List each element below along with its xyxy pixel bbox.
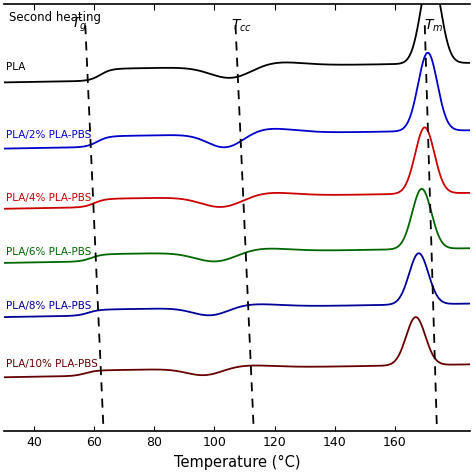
Text: $T_g$: $T_g$ — [71, 16, 87, 34]
Text: PLA/8% PLA-PBS: PLA/8% PLA-PBS — [6, 301, 91, 311]
Text: PLA/6% PLA-PBS: PLA/6% PLA-PBS — [6, 247, 91, 257]
Text: PLA: PLA — [6, 63, 25, 73]
X-axis label: Temperature (°C): Temperature (°C) — [174, 455, 300, 470]
Text: PLA/2% PLA-PBS: PLA/2% PLA-PBS — [6, 130, 91, 140]
Text: Second heating: Second heating — [9, 10, 101, 24]
Text: $T_{cc}$: $T_{cc}$ — [231, 18, 252, 34]
Text: $T_m$: $T_m$ — [424, 18, 444, 34]
Text: PLA/10% PLA-PBS: PLA/10% PLA-PBS — [6, 359, 98, 369]
Text: PLA/4% PLA-PBS: PLA/4% PLA-PBS — [6, 193, 91, 203]
